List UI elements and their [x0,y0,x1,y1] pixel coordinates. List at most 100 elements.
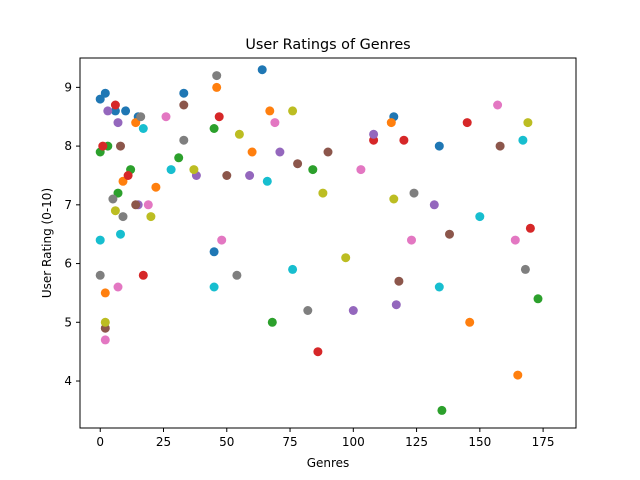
x-axis-label: Genres [307,456,350,470]
data-point [95,270,105,280]
data-point [100,335,110,345]
axes-frame [79,57,577,429]
data-point [262,176,272,186]
data-point [525,223,535,233]
data-point [462,118,472,128]
data-point [429,200,439,210]
data-point [98,141,108,151]
y-tick-label: 9 [64,80,72,94]
data-point [209,282,219,292]
data-point [288,264,298,274]
data-point [95,94,105,104]
x-tick-label: 75 [282,435,297,449]
data-point [100,317,110,327]
data-point [399,135,409,145]
data-point [113,118,123,128]
data-point [465,317,475,327]
data-point [217,235,227,245]
data-point [475,212,485,222]
data-point [209,124,219,133]
data-point [323,147,333,157]
x-tick-label: 150 [468,435,491,449]
y-tick-label: 5 [64,315,72,329]
plot-area: 0 25 50 75 100 125 150 175 4 5 6 7 8 9 [64,57,577,449]
data-point [143,200,153,210]
data-point [389,194,399,204]
data-point [103,106,113,116]
data-point [118,176,128,186]
data-point [234,129,244,139]
data-point [303,306,313,315]
data-point [113,282,123,292]
data-point [518,135,528,145]
data-point [212,71,222,81]
y-tick-label: 4 [64,374,72,388]
data-point [113,188,123,198]
x-axis-ticks: 0 25 50 75 100 125 150 175 [96,428,555,449]
data-point [110,100,120,110]
data-point [189,165,199,175]
data-point [520,264,530,274]
data-point [136,112,146,122]
data-point [533,294,543,304]
data-point [116,229,125,239]
y-tick-label: 7 [64,198,72,212]
x-tick-label: 25 [156,435,171,449]
chart-title: User Ratings of Genres [245,37,410,53]
data-point [369,129,379,139]
x-tick-label: 0 [96,435,104,449]
data-point [123,171,133,180]
data-point [437,405,447,415]
data-point [407,235,416,245]
data-point [434,282,444,292]
x-tick-label: 175 [532,435,555,449]
data-point [212,82,222,92]
data-point [121,106,131,116]
data-point [161,112,171,122]
y-axis-label: User Rating (0-10) [40,188,54,298]
data-points [95,65,543,415]
data-point [116,141,125,151]
data-point [434,141,444,151]
data-point [318,188,328,198]
data-point [445,229,454,239]
data-point [265,106,275,116]
data-point [100,288,110,298]
data-point [138,124,148,133]
data-point [348,306,358,315]
data-point [267,317,277,327]
data-point [510,235,520,245]
y-tick-label: 6 [64,257,72,271]
data-point [95,235,105,245]
data-point [513,370,523,380]
data-point [493,100,503,110]
y-axis-ticks: 4 5 6 7 8 9 [64,80,80,388]
data-point [308,165,318,175]
data-point [275,147,285,157]
data-point [174,153,184,163]
data-point [391,300,401,310]
data-point [523,118,533,128]
y-tick-label: 8 [64,139,72,153]
data-point [386,118,396,128]
data-point [214,112,224,122]
data-point [356,165,366,175]
data-point [293,159,303,169]
data-point [257,65,267,75]
data-point [108,194,118,204]
data-point [179,135,189,145]
data-point [495,141,505,151]
data-point [151,182,161,192]
data-point [166,165,176,175]
data-point [288,106,298,116]
data-point [341,253,351,263]
data-point [222,171,232,180]
data-point [245,171,255,180]
data-point [131,118,141,128]
data-point [209,247,219,257]
data-point [179,88,189,98]
data-point [131,200,141,210]
data-point [118,212,128,222]
data-point [313,347,323,357]
